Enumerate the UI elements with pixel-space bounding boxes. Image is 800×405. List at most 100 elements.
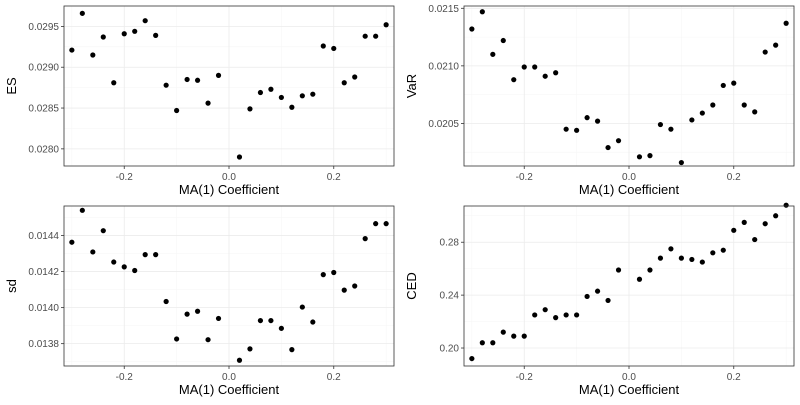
data-point bbox=[111, 259, 117, 265]
data-point bbox=[563, 126, 569, 132]
data-point bbox=[678, 255, 684, 261]
data-point bbox=[174, 107, 180, 114]
data-point bbox=[500, 37, 506, 44]
data-point bbox=[268, 317, 274, 324]
x-tick-label: 0.2 bbox=[727, 172, 741, 183]
data-point bbox=[699, 110, 705, 116]
y-tick-label: 0.0205 bbox=[428, 119, 459, 130]
y-tick-label: 0.0140 bbox=[28, 303, 59, 314]
data-point bbox=[163, 82, 169, 88]
data-point bbox=[469, 26, 475, 32]
data-point bbox=[205, 337, 211, 343]
data-point bbox=[184, 76, 190, 83]
chart-panel-1: -0.2 0.0 0.2 0.0280 0.0285 0.0290 0.0295 MA(1) … bbox=[4, 5, 395, 197]
data-point bbox=[79, 207, 85, 213]
data-point bbox=[236, 154, 243, 160]
data-point bbox=[605, 297, 611, 304]
data-point bbox=[615, 267, 622, 273]
data-point bbox=[257, 317, 264, 324]
data-point bbox=[783, 20, 789, 26]
data-point bbox=[163, 298, 169, 305]
y-axis-title: CED bbox=[404, 272, 419, 299]
data-point bbox=[490, 51, 496, 57]
data-point bbox=[247, 346, 253, 352]
data-point bbox=[153, 252, 159, 258]
y-tick-label: 0.0144 bbox=[28, 231, 59, 242]
chart-panel-3: -0.2 0.0 0.2 0.0138 0.0140 0.0142 0.0144 MA(1) … bbox=[4, 205, 395, 397]
data-point bbox=[762, 49, 768, 55]
data-point bbox=[720, 82, 726, 89]
data-point bbox=[731, 227, 737, 233]
y-axis-title: ES bbox=[4, 77, 19, 95]
data-point bbox=[542, 307, 548, 313]
data-point bbox=[710, 102, 716, 108]
data-point bbox=[132, 267, 138, 274]
data-point bbox=[710, 250, 716, 256]
data-point bbox=[69, 239, 75, 245]
data-point bbox=[278, 325, 284, 331]
data-point bbox=[647, 153, 653, 159]
data-point bbox=[90, 249, 96, 255]
data-point bbox=[352, 74, 358, 80]
data-point bbox=[362, 236, 368, 242]
data-point bbox=[215, 72, 222, 78]
data-point bbox=[79, 10, 85, 16]
data-point bbox=[657, 255, 664, 261]
y-tick-label: 0.20 bbox=[440, 344, 460, 355]
data-point bbox=[594, 118, 601, 124]
y-axis-title: VaR bbox=[404, 74, 419, 98]
data-point bbox=[289, 347, 295, 353]
data-point bbox=[532, 64, 538, 70]
data-point bbox=[153, 32, 159, 38]
data-point bbox=[184, 311, 190, 317]
data-point bbox=[205, 100, 211, 106]
data-point bbox=[194, 308, 201, 314]
data-point bbox=[490, 340, 496, 346]
y-tick-label: 0.0142 bbox=[28, 267, 59, 278]
data-point bbox=[615, 138, 622, 144]
data-point bbox=[278, 94, 284, 101]
data-point bbox=[383, 22, 389, 28]
data-point bbox=[289, 104, 295, 110]
x-axis-title: MA(1) Coefficient bbox=[179, 182, 280, 197]
x-axis-title: MA(1) Coefficient bbox=[579, 182, 680, 197]
data-point bbox=[563, 312, 569, 318]
data-point bbox=[341, 287, 347, 293]
x-tick-label: -0.2 bbox=[516, 172, 534, 183]
data-point bbox=[678, 159, 684, 166]
chart-panel-2: -0.2 0.0 0.2 0.0205 0.0210 0.0215 MA(1) Coeffi… bbox=[404, 4, 795, 197]
y-axis-title: sd bbox=[4, 279, 19, 293]
data-point bbox=[594, 288, 601, 294]
data-point bbox=[773, 213, 779, 219]
x-tick-label: 0.0 bbox=[222, 372, 236, 383]
y-tick-label: 0.0295 bbox=[28, 22, 59, 33]
data-point bbox=[689, 256, 695, 263]
data-point bbox=[511, 333, 517, 339]
x-tick-label: 0.2 bbox=[327, 172, 341, 183]
data-point bbox=[469, 355, 475, 362]
data-point bbox=[121, 264, 127, 270]
x-tick-label: 0.0 bbox=[222, 172, 236, 183]
x-axis-title: MA(1) Coefficient bbox=[179, 382, 280, 397]
data-point bbox=[521, 64, 527, 70]
data-point bbox=[132, 28, 138, 34]
data-point bbox=[341, 80, 347, 86]
data-point bbox=[320, 43, 326, 49]
data-point bbox=[247, 106, 253, 112]
data-point bbox=[194, 77, 201, 83]
data-point bbox=[605, 144, 611, 151]
data-point bbox=[373, 33, 379, 39]
data-point bbox=[383, 221, 389, 227]
chart-panel-4: -0.2 0.0 0.2 0.20 0.24 0.28 MA(1) Coefficient C… bbox=[404, 202, 795, 397]
data-point bbox=[100, 34, 106, 40]
y-tick-label: 0.0290 bbox=[28, 63, 59, 74]
data-point bbox=[668, 126, 674, 132]
data-point bbox=[331, 269, 337, 276]
data-point bbox=[657, 121, 664, 128]
y-tick-label: 0.24 bbox=[440, 291, 460, 302]
data-point bbox=[699, 259, 705, 265]
data-point bbox=[236, 357, 243, 363]
x-axis-title: MA(1) Coefficient bbox=[579, 382, 680, 397]
